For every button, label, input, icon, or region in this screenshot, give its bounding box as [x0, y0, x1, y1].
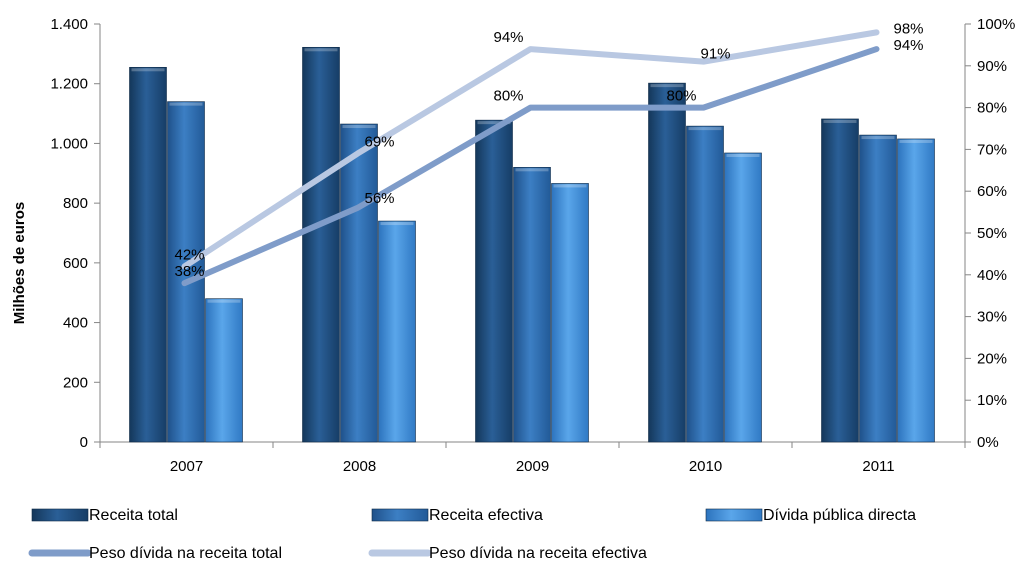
bar-highlight — [380, 222, 414, 226]
y-tick-label: 1.200 — [50, 76, 88, 93]
bar — [302, 46, 340, 443]
y2-tick-label: 30% — [977, 309, 1007, 326]
bar — [821, 118, 859, 443]
bar — [475, 119, 513, 443]
legend-label: Dívida pública directa — [763, 507, 916, 524]
bar-highlight — [515, 168, 549, 172]
data-label: 98% — [893, 20, 923, 37]
data-label: 69% — [364, 134, 394, 151]
bar-highlight — [899, 139, 933, 143]
data-label: 56% — [364, 190, 394, 207]
data-label: 42% — [174, 246, 204, 263]
bar — [897, 138, 935, 443]
y2-tick-label: 20% — [977, 350, 1007, 367]
x-tick-label: 2007 — [170, 458, 203, 475]
bar-highlight — [342, 125, 376, 129]
y-tick-label: 200 — [63, 374, 88, 391]
bar — [167, 101, 205, 443]
y-axis-label: Milhões de euros — [11, 202, 28, 325]
bar-highlight — [304, 48, 338, 52]
bar — [340, 123, 378, 443]
data-label: 80% — [666, 88, 696, 105]
data-labels: 38% 56% 80% 80% 94% 42% 69% 94% 91% 98% — [174, 20, 923, 280]
x-tick-label: 2011 — [862, 458, 894, 475]
data-label: 80% — [493, 88, 523, 105]
y-tick-label: 400 — [63, 315, 88, 332]
y2-tick-label: 100% — [977, 16, 1015, 33]
bars — [129, 46, 935, 443]
bar — [859, 134, 897, 443]
data-label: 91% — [700, 46, 730, 63]
legend-label: Peso dívida na receita total — [89, 545, 282, 562]
y2-tick-label: 50% — [977, 225, 1007, 242]
bar — [551, 183, 589, 443]
bar-highlight — [207, 299, 241, 303]
bar-highlight — [726, 153, 760, 157]
legend-swatch — [371, 508, 429, 522]
y-tick-label: 0 — [80, 434, 88, 451]
legend-swatch — [31, 508, 89, 522]
axes: 0 200 400 600 800 1.000 1.200 1.400 0% 10% 20% 30% 4… — [50, 16, 1015, 475]
y2-tick-label: 40% — [977, 267, 1007, 284]
bar — [686, 125, 724, 443]
y-tick-label: 1.400 — [50, 16, 88, 33]
y-tick-label: 1.000 — [50, 135, 88, 152]
y2-tick-label: 70% — [977, 141, 1007, 158]
y-tick-label: 800 — [63, 195, 88, 212]
bar — [205, 298, 243, 443]
bar — [648, 82, 686, 443]
legend-label: Peso dívida na receita efectiva — [429, 545, 647, 562]
series-line — [181, 29, 880, 270]
x-tick-label: 2008 — [343, 458, 376, 475]
data-label: 94% — [893, 37, 923, 54]
bar-highlight — [823, 119, 857, 123]
bar — [129, 66, 167, 443]
bar-highlight — [688, 127, 722, 131]
bar — [513, 167, 551, 443]
bar-highlight — [861, 136, 895, 140]
x-tick-label: 2010 — [689, 458, 722, 475]
bar-highlight — [169, 102, 203, 106]
y2-tick-label: 90% — [977, 58, 1007, 75]
y2-tick-label: 80% — [977, 100, 1007, 117]
legend-label: Receita total — [89, 507, 178, 524]
bar-highlight — [477, 121, 511, 125]
data-label: 38% — [174, 263, 204, 280]
bar — [724, 152, 762, 443]
series-line — [181, 46, 880, 287]
x-tick-label: 2009 — [516, 458, 549, 475]
y2-tick-label: 0% — [977, 434, 999, 451]
y2-tick-label: 10% — [977, 392, 1007, 409]
bar-highlight — [650, 84, 684, 88]
legend-label: Receita efectiva — [429, 507, 543, 524]
bar-highlight — [553, 184, 587, 188]
bar-highlight — [131, 68, 165, 72]
legend: Receita total Receita efectiva Dívida públ… — [28, 507, 916, 562]
bar — [378, 220, 416, 443]
y-tick-label: 600 — [63, 255, 88, 272]
y2-tick-label: 60% — [977, 183, 1007, 200]
data-label: 94% — [493, 29, 523, 46]
legend-swatch — [705, 508, 763, 522]
lines — [181, 29, 880, 287]
